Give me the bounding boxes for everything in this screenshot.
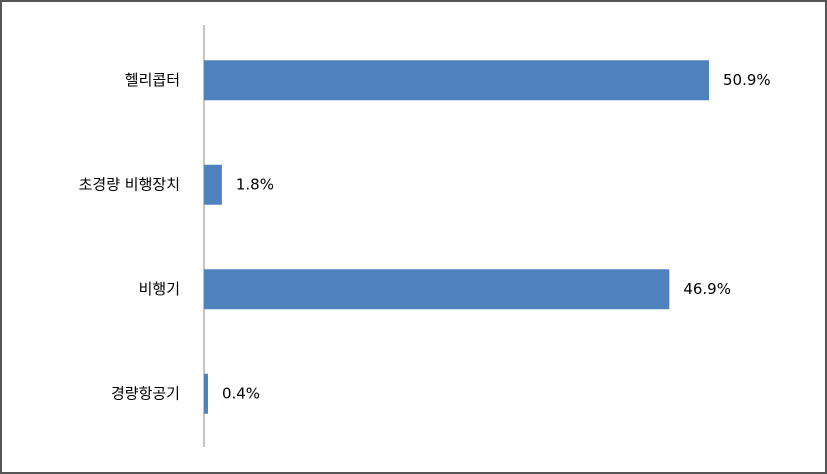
y-tick-label: 헬리콥터 [125,71,180,89]
y-tick-label: 경량항공기 [111,384,180,402]
y-tick-label: 비행기 [139,280,180,298]
bar [204,373,208,414]
value-label: 1.8% [236,175,274,193]
bar [204,164,222,205]
value-label: 50.9% [723,71,771,89]
value-label: 46.9% [683,280,731,298]
value-label: 0.4% [222,384,260,402]
y-tick-label: 초경량 비행장치 [79,175,180,193]
bar [204,269,670,310]
bar [204,60,709,101]
